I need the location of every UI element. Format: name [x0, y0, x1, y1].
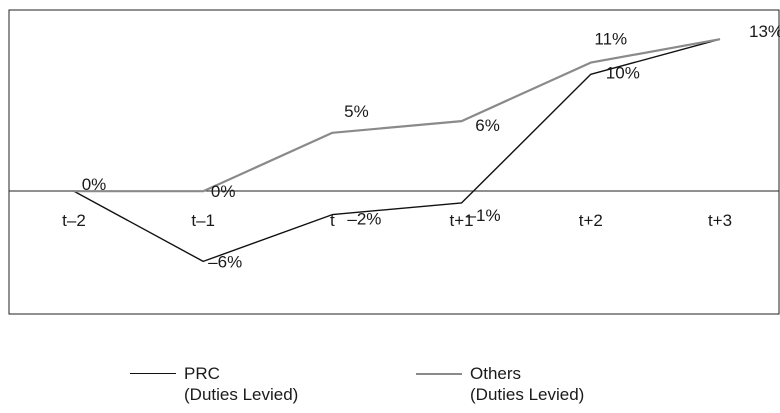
legend-label-prc-line1: PRC [184, 364, 220, 383]
data-label: –6% [208, 252, 242, 271]
series-line-0 [73, 38, 721, 263]
legend-label-others-line1: Others [470, 364, 522, 383]
legend-label-prc-line2: (Duties Levied) [184, 385, 299, 404]
series-lines [73, 38, 721, 263]
data-label: 13% [749, 22, 780, 41]
x-tick-label: t+3 [708, 211, 732, 230]
legend-swatch-prc [130, 373, 176, 374]
data-label: 5% [344, 102, 369, 121]
x-tick-label: t [330, 211, 335, 230]
x-tick-label: t+1 [450, 211, 474, 230]
x-tick-label: t+2 [579, 211, 603, 230]
plot-frame [8, 9, 780, 315]
data-label: 0% [82, 175, 107, 194]
series-line-1 [74, 38, 721, 193]
x-tick-label: t–2 [62, 211, 86, 230]
x-tick-labels: t–2 t–1 t t+1 t+2 t+3 [62, 211, 732, 230]
data-label: 0% [211, 182, 236, 201]
data-labels: –6% –2% –1% 10% 0% 0% 5% 6% 11% 13% [82, 22, 780, 271]
data-label: 10% [606, 63, 640, 82]
legend-label-others-line2: (Duties Levied) [470, 385, 585, 404]
legend-swatch-others [416, 373, 462, 375]
data-label: 11% [594, 30, 627, 49]
x-tick-label: t–1 [191, 211, 215, 230]
data-label: 6% [475, 116, 500, 135]
data-label: –1% [467, 206, 501, 225]
data-label: –2% [347, 210, 381, 229]
